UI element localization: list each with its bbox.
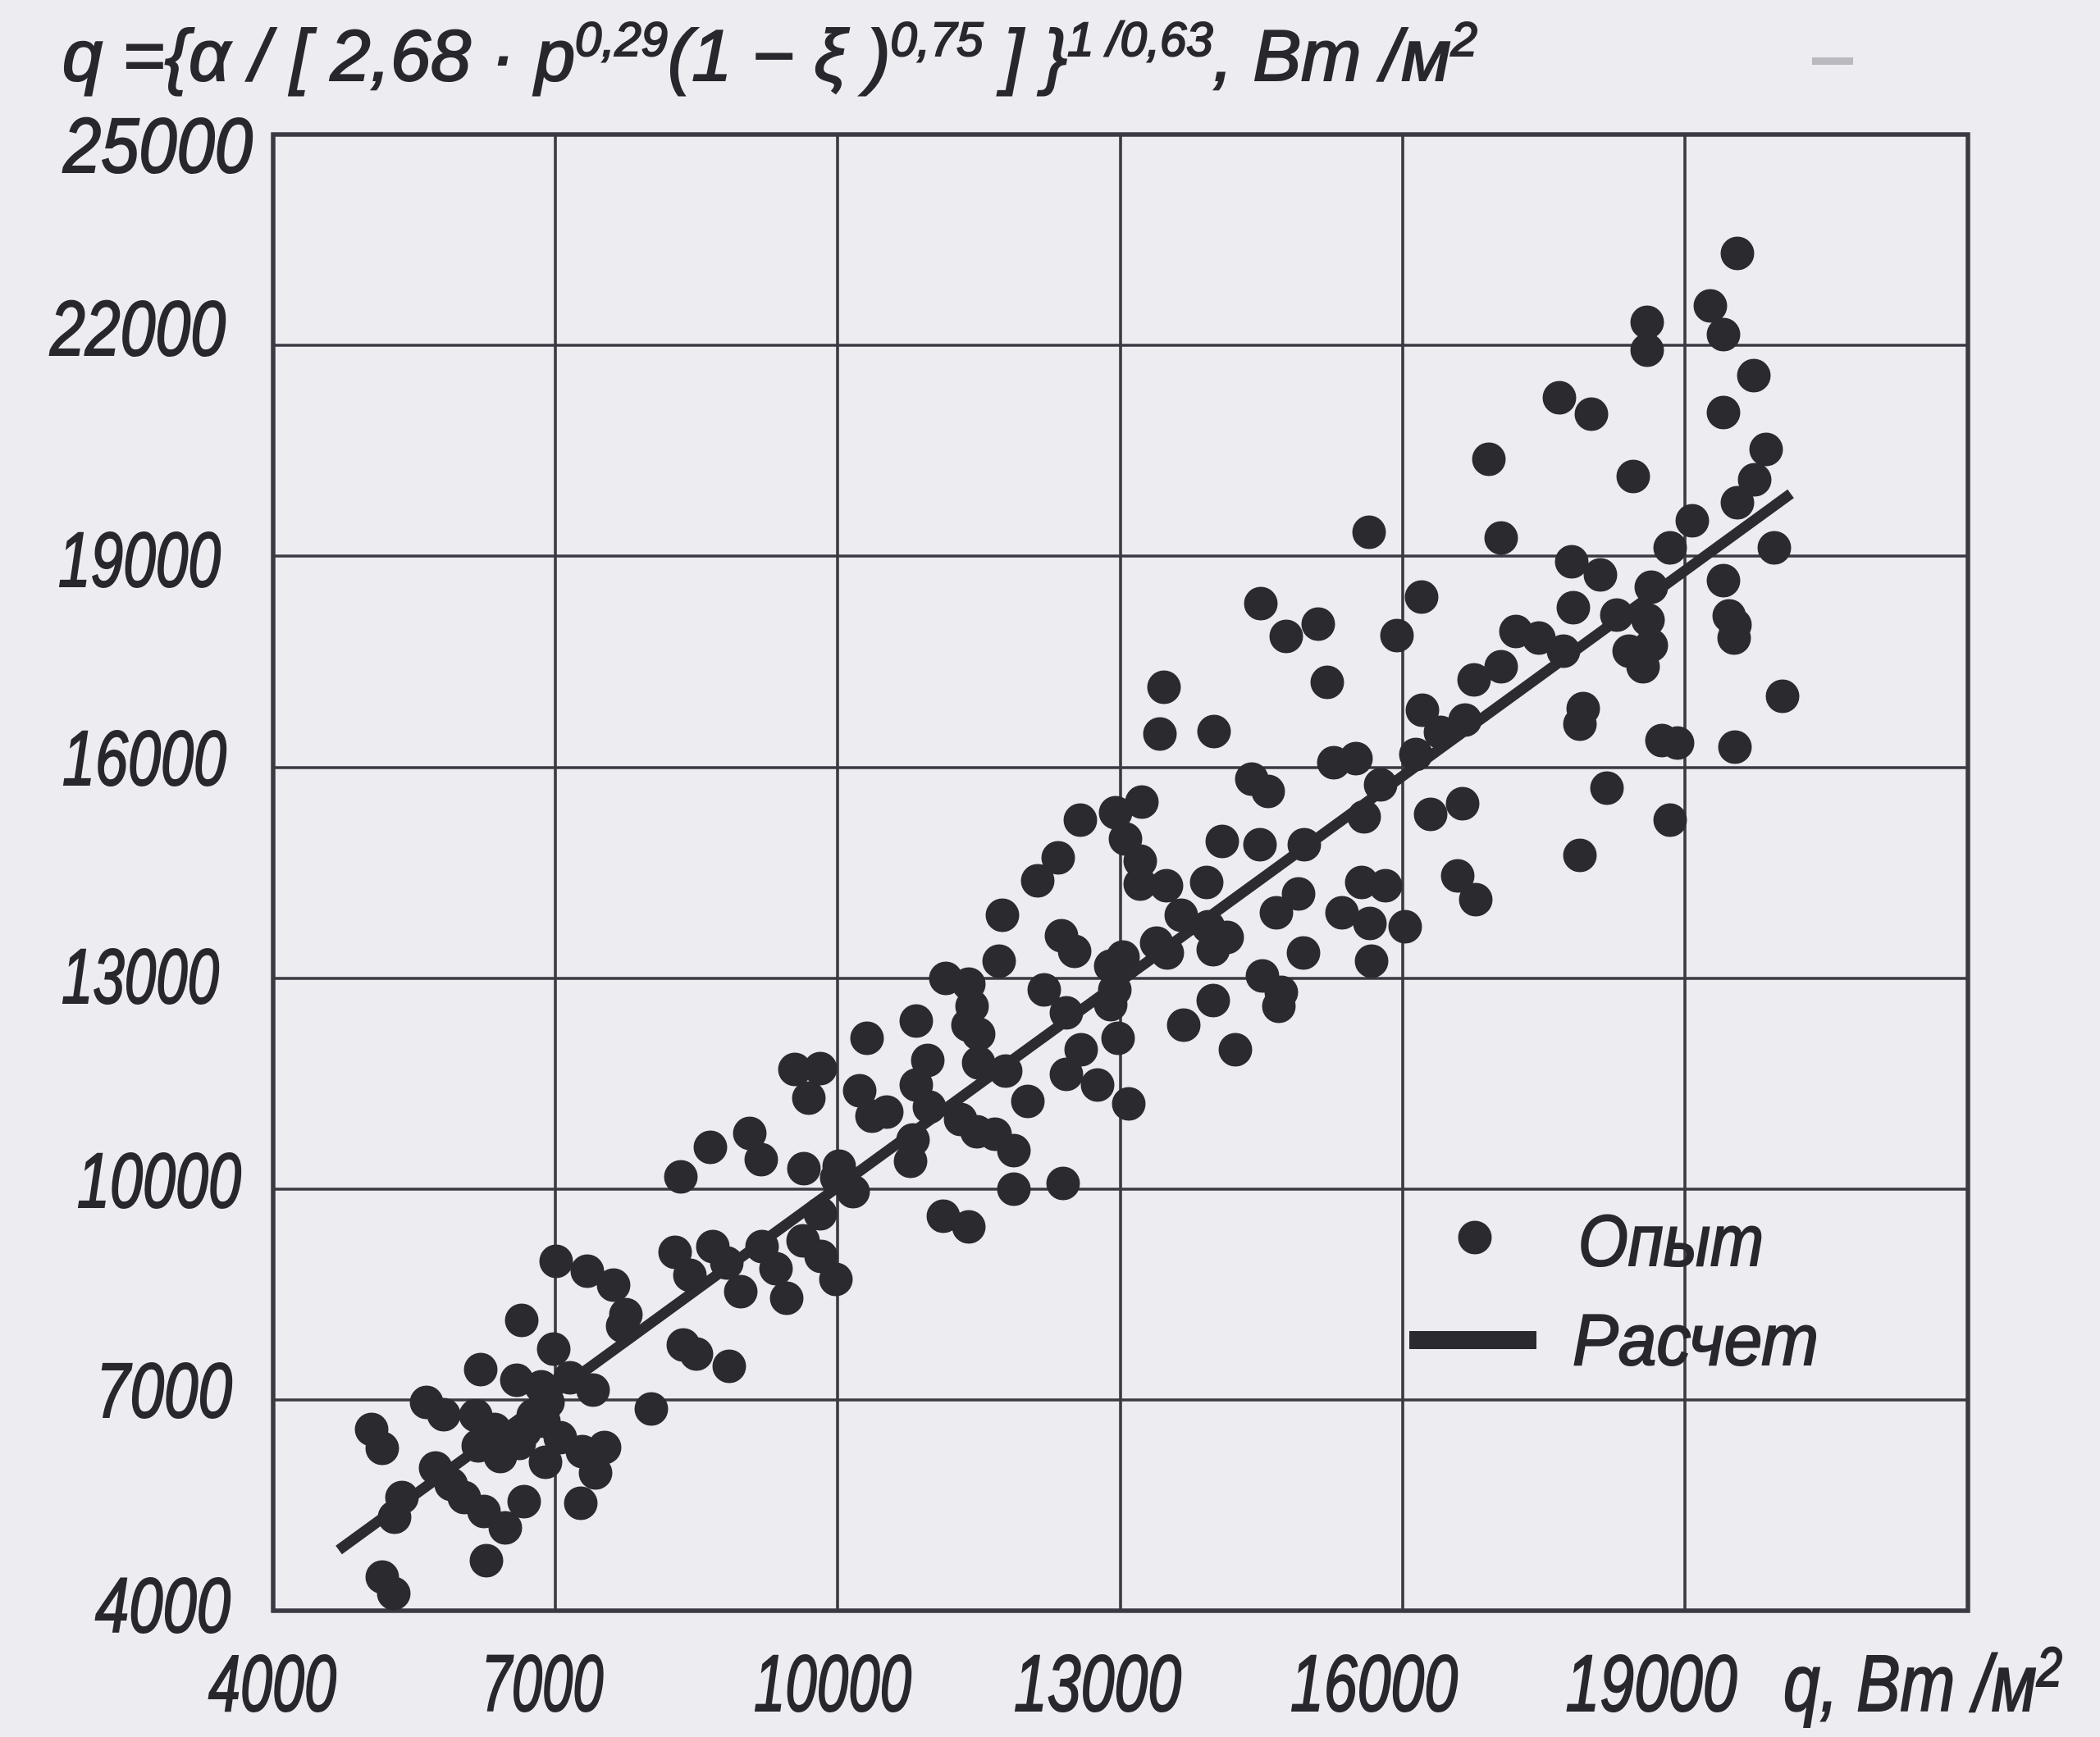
svg-text:13000: 13000 [1014, 1639, 1181, 1728]
svg-text:q, Вт /м2: q, Вт /м2 [1783, 1636, 2062, 1728]
svg-text:10000: 10000 [77, 1137, 241, 1224]
svg-text:7000: 7000 [96, 1347, 232, 1434]
svg-text:7000: 7000 [482, 1639, 604, 1728]
svg-text:4000: 4000 [95, 1562, 231, 1649]
svg-text:q ={α / [ 2,68 · p0,29(1 − ξ ): q ={α / [ 2,68 · p0,29(1 − ξ )0,75 ] }1 … [62, 13, 1477, 96]
svg-text:25000: 25000 [62, 103, 253, 189]
svg-text:Опыт: Опыт [1578, 1200, 1764, 1281]
svg-text:19000: 19000 [58, 517, 221, 604]
svg-text:Расчет: Расчет [1573, 1299, 1819, 1380]
svg-text:16000: 16000 [62, 715, 226, 802]
svg-text:16000: 16000 [1290, 1639, 1458, 1728]
svg-text:13000: 13000 [62, 933, 219, 1020]
svg-text:19000: 19000 [1566, 1639, 1737, 1728]
svg-text:10000: 10000 [754, 1639, 911, 1728]
svg-text:4000: 4000 [208, 1639, 336, 1728]
svg-text:22000: 22000 [49, 285, 226, 372]
